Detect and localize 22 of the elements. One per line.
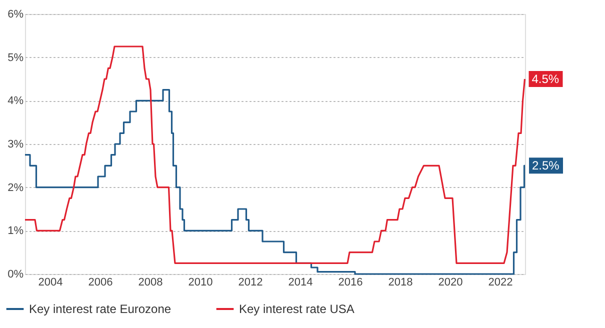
x-tick-label: 2014 [288,276,313,288]
x-tick-label: 2020 [438,276,463,288]
y-tick-label: 1% [8,225,24,238]
x-tick-label: 2012 [238,276,263,288]
x-tick-label: 2010 [188,276,213,288]
y-tick-label: 0% [8,268,24,280]
legend-label: Key interest rate Eurozone [29,302,172,316]
y-tick-label: 3% [8,138,24,150]
y-tick-label: 6% [8,8,24,20]
x-tick-label: 2006 [88,276,113,288]
x-tick-label: 2004 [38,276,63,288]
data-label: 4.5% [532,72,560,86]
legend-label: Key interest rate USA [239,302,354,316]
x-tick-label: 2022 [488,276,513,288]
y-tick-label: 2% [8,182,24,194]
data-label: 2.5% [532,158,560,173]
y-tick-label: 5% [8,52,24,64]
x-tick-label: 2008 [138,276,163,288]
y-tick-label: 4% [8,95,24,108]
line-series [24,46,526,264]
x-tick-label: 2016 [338,276,363,288]
x-tick-label: 2018 [388,276,413,288]
